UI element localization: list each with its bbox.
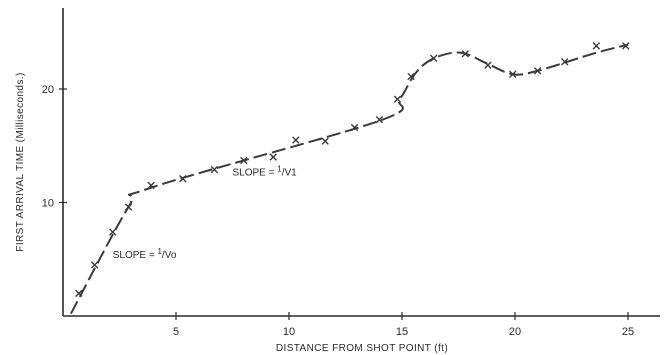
data-point-14 [393, 95, 402, 103]
y-tick-label-10: 10 [42, 198, 54, 210]
y-tick-label-20: 20 [42, 84, 54, 96]
data-point-18 [484, 61, 492, 69]
data-point-12 [350, 123, 359, 132]
data-point-8 [240, 156, 248, 165]
slope-annotation-1: SLOPE = 1/V1 [233, 164, 298, 178]
data-point-9 [269, 153, 277, 161]
data-point-19 [509, 70, 517, 78]
axis-ticks: 5 10 15 20 25 10 20 [42, 84, 634, 338]
x-tick-label-5: 5 [173, 326, 179, 338]
x-tick-label-10: 10 [283, 326, 295, 338]
x-axis-label: DISTANCE FROM SHOT POINT (ft) [276, 343, 448, 354]
x-tick-label-15: 15 [396, 326, 408, 338]
data-point-11 [321, 137, 329, 145]
axes [62, 8, 660, 317]
slope-annotation-2: SLOPE = 1/Vo [113, 247, 177, 261]
data-points [75, 42, 630, 297]
x-tick-label-25: 25 [622, 326, 634, 338]
data-point-15 [407, 72, 415, 81]
data-point-6 [179, 174, 187, 183]
data-point-2 [90, 261, 99, 269]
data-point-7 [210, 165, 219, 174]
data-point-10 [292, 136, 300, 144]
data-point-5 [147, 181, 155, 190]
data-point-4 [124, 203, 133, 211]
data-point-3 [109, 228, 117, 236]
slope-annotations: SLOPE = 1/V1 SLOPE = 1/Vo [113, 164, 297, 261]
data-point-1 [75, 289, 83, 297]
y-axis-label: FIRST ARRIVAL TIME (Milliseconds.) [15, 72, 26, 251]
data-point-17 [461, 50, 469, 58]
data-point-23 [622, 42, 630, 50]
data-point-16 [429, 54, 438, 63]
x-tick-label-20: 20 [509, 326, 521, 338]
data-point-13 [375, 115, 384, 124]
data-point-22 [592, 42, 601, 50]
data-point-20 [533, 67, 542, 75]
data-point-21 [561, 58, 569, 66]
fit-curve [70, 43, 629, 315]
